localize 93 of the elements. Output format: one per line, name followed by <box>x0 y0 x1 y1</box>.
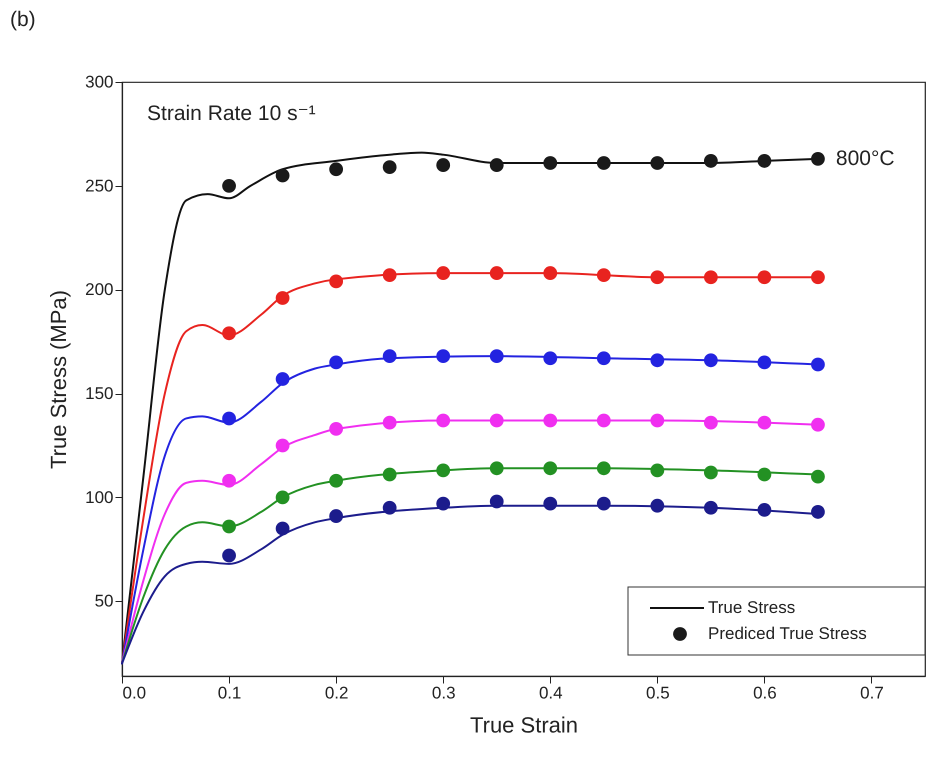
point <box>758 502 772 517</box>
point <box>650 156 664 170</box>
x-tick-label: 0.7 <box>860 684 884 702</box>
x-tick-label: 0.3 <box>432 684 456 702</box>
point <box>543 461 558 476</box>
point <box>382 500 397 515</box>
point <box>436 496 450 510</box>
point <box>758 416 772 430</box>
point <box>382 268 397 282</box>
point <box>758 270 772 284</box>
point <box>490 461 504 476</box>
point <box>543 351 558 366</box>
point <box>596 461 611 476</box>
point <box>276 490 290 504</box>
point <box>222 178 236 193</box>
point <box>650 414 664 428</box>
point <box>811 470 825 484</box>
point <box>382 416 397 430</box>
x-tick-label: 0.6 <box>753 684 777 702</box>
x-tick-label: 0.5 <box>646 684 670 702</box>
chart-title: (b) <box>10 8 36 31</box>
point <box>543 414 558 428</box>
point <box>704 416 718 430</box>
point <box>758 468 772 482</box>
y-axis-title: True Stress (MPa) <box>46 290 72 469</box>
y-tick-label: 200 <box>85 280 114 300</box>
point <box>276 438 290 452</box>
point <box>811 418 825 432</box>
point <box>222 326 236 340</box>
y-tick-label: 50 <box>94 592 114 611</box>
point <box>811 270 825 284</box>
point <box>543 496 558 510</box>
point <box>650 353 664 368</box>
point <box>758 154 772 168</box>
point <box>329 474 344 488</box>
point <box>436 464 450 478</box>
point <box>276 291 290 305</box>
point <box>704 270 718 284</box>
legend-label: True Stress <box>708 598 796 617</box>
point <box>382 349 397 364</box>
point <box>329 509 344 523</box>
point <box>650 270 664 284</box>
point <box>704 154 718 168</box>
point <box>596 496 611 510</box>
point <box>382 160 397 174</box>
point <box>436 349 450 364</box>
y-tick-label: 250 <box>85 176 114 196</box>
annotation: 800°C <box>836 146 895 170</box>
point <box>650 498 664 513</box>
point <box>436 158 450 172</box>
point <box>222 520 236 534</box>
x-axis-title: True Strain <box>470 712 578 738</box>
x-tick-label: 0.0 <box>122 684 146 702</box>
point <box>222 412 236 426</box>
point <box>811 152 825 166</box>
x-tick-label: 0.4 <box>538 684 563 702</box>
point <box>596 414 611 428</box>
point <box>811 358 825 372</box>
point <box>276 522 290 536</box>
point <box>490 266 504 280</box>
point <box>596 268 611 282</box>
point <box>490 414 504 428</box>
legend-label: Prediced True Stress <box>708 624 867 643</box>
point <box>276 168 290 182</box>
point <box>222 474 236 488</box>
y-tick-label: 100 <box>85 488 114 507</box>
point <box>329 422 344 436</box>
point <box>490 349 504 364</box>
y-tick-label: 300 <box>85 72 114 92</box>
x-tick-label: 0.1 <box>218 684 242 702</box>
point <box>490 158 504 172</box>
point <box>329 162 344 176</box>
point <box>436 414 450 428</box>
point <box>543 266 558 280</box>
point <box>650 464 664 478</box>
point <box>222 548 236 562</box>
point <box>436 266 450 280</box>
point <box>811 505 825 519</box>
point <box>596 156 611 170</box>
point <box>758 356 772 370</box>
point <box>329 356 344 370</box>
y-tick-label: 150 <box>85 384 114 404</box>
point <box>596 351 611 366</box>
point <box>704 466 718 480</box>
annotation: Strain Rate 10 s⁻¹ <box>147 102 316 125</box>
point <box>704 500 718 515</box>
x-tick-label: 0.2 <box>324 684 348 702</box>
point <box>490 494 504 508</box>
point <box>704 353 718 368</box>
point <box>543 156 558 170</box>
point <box>329 274 344 288</box>
point <box>382 468 397 482</box>
point <box>276 372 290 386</box>
